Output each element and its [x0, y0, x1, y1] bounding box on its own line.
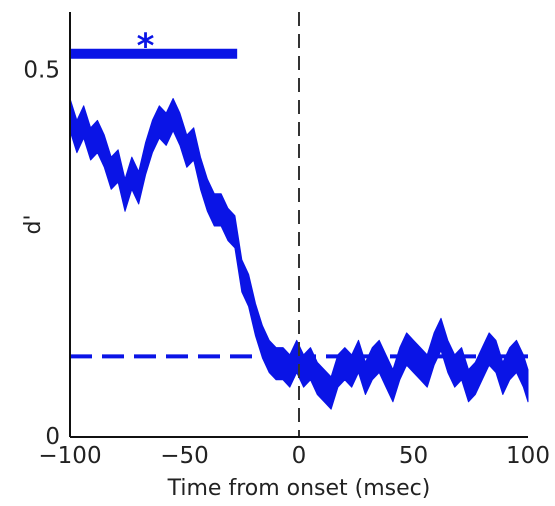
x-tick-label: 100 — [506, 443, 550, 469]
y-tick-label: 0 — [45, 424, 60, 450]
y-axis-label: d' — [21, 214, 46, 234]
x-tick-label: −100 — [38, 443, 101, 469]
x-axis-label: Time from onset (msec) — [167, 476, 431, 501]
x-tick-label: 50 — [399, 443, 428, 469]
y-tick-label: 0.5 — [23, 58, 60, 84]
x-tick-label: 0 — [292, 443, 307, 469]
significance-marker: * — [137, 27, 155, 67]
x-tick-label: −50 — [160, 443, 209, 469]
